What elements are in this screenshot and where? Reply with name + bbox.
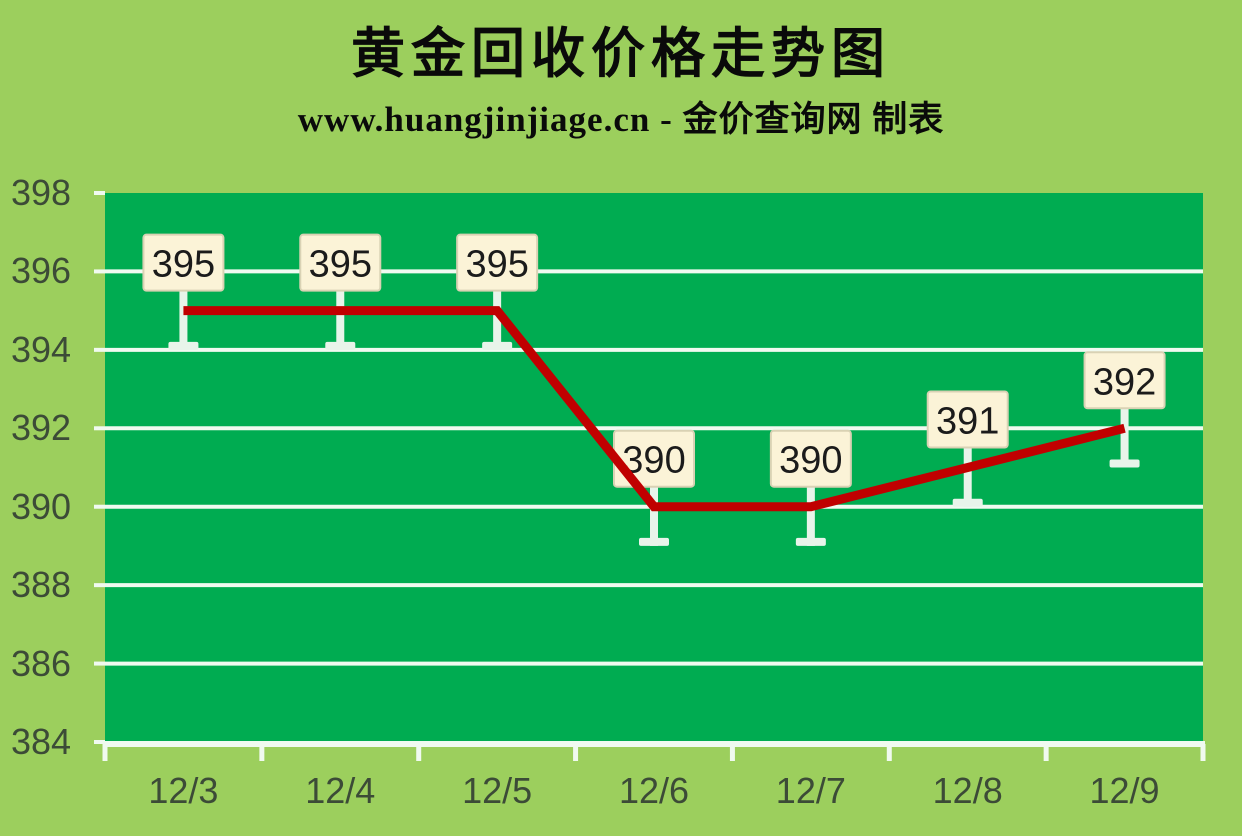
data-label: 395 xyxy=(152,244,215,286)
data-label-box xyxy=(299,233,382,292)
data-label-box xyxy=(769,429,852,488)
callout-stem-foot xyxy=(325,341,356,350)
chart-title: 黄金回收价格走势图 xyxy=(351,24,891,84)
callout-stem-foot xyxy=(795,537,826,546)
callout-stem-foot xyxy=(482,341,513,350)
callout-stem-foot xyxy=(1109,459,1140,468)
data-label: 395 xyxy=(309,244,372,286)
data-label-box xyxy=(926,390,1009,449)
callout-stem xyxy=(1120,406,1129,468)
callout-stem xyxy=(493,288,502,350)
callout-stem-foot xyxy=(952,498,983,507)
callout-stem xyxy=(806,484,815,546)
data-label-box xyxy=(142,233,225,292)
callout-stem xyxy=(650,484,658,546)
price-line xyxy=(183,306,1126,512)
callout-stem-foot xyxy=(639,537,669,546)
callout-stem xyxy=(179,288,188,350)
callout-stem-foot xyxy=(168,341,199,350)
data-label-box xyxy=(456,233,539,292)
data-label: 392 xyxy=(1093,361,1156,403)
callout-stem xyxy=(336,288,345,350)
data-label-box xyxy=(1083,351,1166,410)
data-label: 390 xyxy=(779,440,842,482)
data-label: 395 xyxy=(465,244,528,286)
chart-subtitle: www.huangjinjiage.cn - 金价查询网 制表 xyxy=(297,100,945,139)
data-label: 391 xyxy=(936,401,999,443)
callout-stem xyxy=(963,445,972,507)
